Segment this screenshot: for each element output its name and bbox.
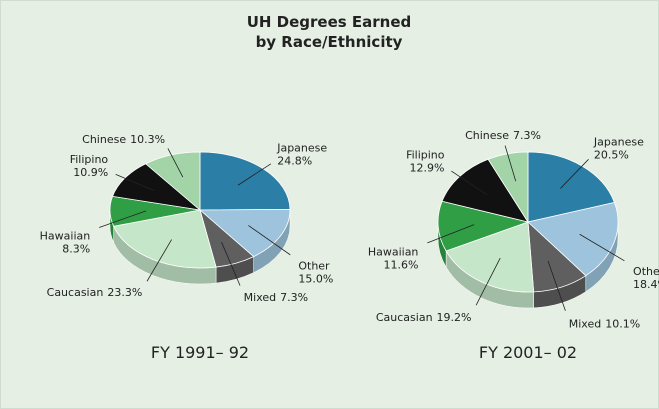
category-label: Hawaiian bbox=[40, 230, 91, 243]
pie-subtitle: FY 2001– 02 bbox=[479, 343, 577, 362]
slice-label: Chinese 10.3% bbox=[82, 133, 165, 146]
leader-line bbox=[221, 241, 241, 286]
slice-label: Filipino 10.9% bbox=[70, 153, 109, 179]
slice-label: Mixed 10.1% bbox=[569, 317, 640, 330]
category-label: Mixed bbox=[569, 317, 601, 330]
chart-title: by Race/Ethnicity bbox=[256, 33, 403, 51]
slice-label: Caucasian 23.3% bbox=[47, 286, 143, 299]
category-label: Japanese bbox=[276, 142, 327, 155]
leader-line bbox=[560, 159, 589, 189]
value-label: 7.3% bbox=[513, 129, 541, 142]
slice bbox=[113, 209, 217, 269]
leader-line bbox=[579, 233, 625, 262]
category-label: Filipino bbox=[70, 153, 109, 166]
slice-label: Hawaiian 11.6% bbox=[368, 245, 419, 271]
slice-label: Caucasian 19.2% bbox=[376, 311, 472, 324]
value-label: 11.6% bbox=[383, 258, 418, 271]
slice-label: Other 15.0% bbox=[298, 259, 333, 285]
leader-line bbox=[248, 225, 291, 256]
leader-line bbox=[237, 163, 272, 186]
value-label: 23.3% bbox=[107, 286, 142, 299]
leader-line bbox=[427, 224, 475, 244]
pie-subtitle: FY 1991– 92 bbox=[151, 343, 249, 362]
value-label: 24.8% bbox=[277, 155, 312, 168]
value-label: 19.2% bbox=[437, 311, 472, 324]
category-label: Filipino bbox=[406, 149, 445, 162]
leader-line bbox=[451, 170, 488, 196]
leader-line bbox=[547, 260, 566, 311]
slice-label: Other18.4% bbox=[633, 265, 659, 291]
slice bbox=[527, 202, 619, 277]
slice-label: Filipino 12.9% bbox=[406, 149, 445, 175]
category-label: Mixed bbox=[244, 291, 276, 304]
category-label: Other bbox=[633, 265, 659, 278]
leader-line bbox=[99, 210, 147, 228]
slice-label: Hawaiian 8.3% bbox=[40, 230, 91, 256]
value-label: 18.4% bbox=[633, 278, 659, 291]
slice bbox=[198, 208, 291, 258]
category-label: Chinese bbox=[465, 129, 509, 142]
chart-title: UH Degrees Earned bbox=[247, 13, 412, 31]
value-label: 10.1% bbox=[605, 317, 640, 330]
value-label: 10.3% bbox=[130, 133, 165, 146]
leader-line bbox=[115, 174, 155, 192]
leader-line bbox=[504, 145, 517, 182]
slice-label: Mixed 7.3% bbox=[244, 291, 308, 304]
value-label: 10.9% bbox=[73, 166, 108, 179]
slice bbox=[445, 221, 535, 293]
category-label: Japanese bbox=[593, 136, 644, 149]
category-label: Caucasian bbox=[47, 286, 104, 299]
value-label: 12.9% bbox=[410, 162, 445, 175]
category-label: Chinese bbox=[82, 133, 126, 146]
slice bbox=[437, 200, 530, 252]
slice-label: Japanese 24.8% bbox=[276, 142, 327, 168]
value-label: 15.0% bbox=[298, 272, 333, 285]
leader-line bbox=[146, 239, 172, 282]
category-label: Hawaiian bbox=[368, 245, 419, 258]
category-label: Other bbox=[298, 259, 330, 272]
value-label: 7.3% bbox=[280, 291, 308, 304]
value-label: 20.5% bbox=[594, 149, 629, 162]
category-label: Caucasian bbox=[376, 311, 433, 324]
slice-label: Japanese 20.5% bbox=[593, 136, 644, 162]
slice-label: Chinese 7.3% bbox=[465, 129, 541, 142]
value-label: 8.3% bbox=[62, 243, 90, 256]
leader-line bbox=[475, 257, 501, 306]
leader-line bbox=[167, 148, 184, 178]
